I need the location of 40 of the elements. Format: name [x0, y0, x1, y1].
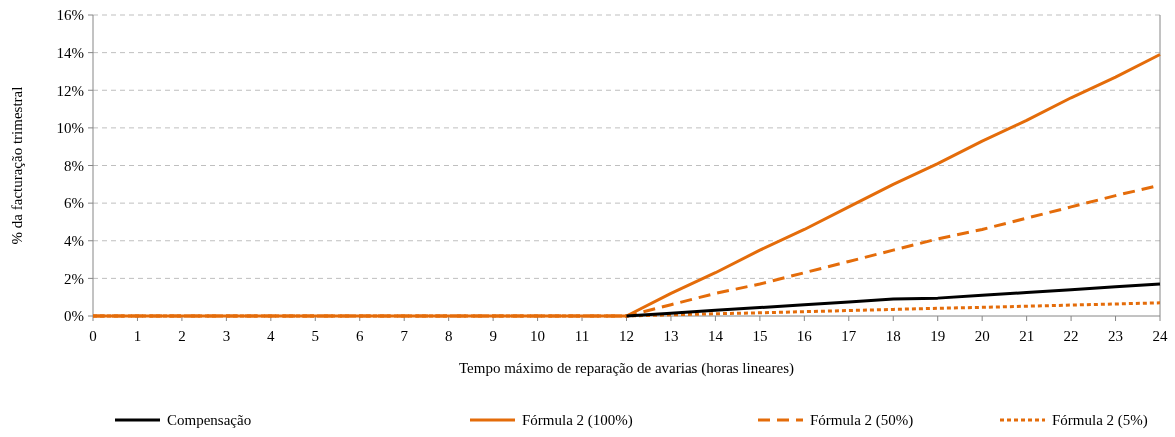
x-tick-label: 22 [1063, 328, 1079, 345]
y-tick-label: 2% [64, 270, 84, 287]
x-tick-label: 20 [974, 328, 990, 345]
x-tick-label: 10 [530, 328, 546, 345]
legend-label: Compensação [167, 412, 252, 429]
x-tick-label: 5 [311, 328, 320, 345]
x-tick-label: 24 [1152, 328, 1168, 345]
x-tick-label: 1 [133, 328, 142, 345]
x-tick-label: 2 [178, 328, 186, 345]
x-tick-label: 9 [489, 328, 497, 345]
y-tick-label: 16% [56, 7, 84, 24]
x-tick-label: 8 [444, 328, 453, 345]
y-tick-label: 14% [56, 44, 84, 61]
legend-label: Fórmula 2 (50%) [810, 412, 914, 430]
x-tick-label: 7 [400, 328, 409, 345]
x-tick-label: 0 [89, 328, 97, 345]
x-tick-label: 21 [1019, 328, 1035, 345]
x-tick-label: 4 [267, 328, 276, 345]
y-tick-label: 0% [64, 308, 84, 325]
x-tick-label: 6 [356, 328, 364, 345]
x-tick-label: 18 [885, 328, 901, 345]
x-tick-label: 19 [930, 328, 946, 345]
y-axis-title: % da facturação trimestral [9, 86, 25, 245]
x-tick-label: 15 [752, 328, 768, 345]
y-tick-label: 12% [56, 82, 84, 99]
x-tick-label: 11 [574, 328, 590, 345]
x-axis-title: Tempo máximo de reparação de avarias (horas lineares) [458, 360, 795, 377]
legend-label: Fórmula 2 (100%) [522, 412, 633, 430]
x-tick-label: 3 [222, 328, 231, 345]
y-tick-label: 4% [64, 233, 84, 249]
x-tick-label: 14 [707, 328, 724, 345]
x-tick-label: 17 [841, 328, 857, 345]
x-tick-label: 12 [619, 328, 634, 345]
y-tick-label: 8% [64, 157, 84, 174]
legend-label: Fórmula 2 (5%) [1052, 412, 1148, 430]
x-tick-label: 23 [1108, 328, 1124, 345]
y-tick-label: 10% [56, 120, 84, 137]
y-tick-label: 6% [64, 195, 84, 212]
x-tick-label: 13 [663, 328, 679, 345]
x-tick-label: 16 [796, 328, 813, 345]
